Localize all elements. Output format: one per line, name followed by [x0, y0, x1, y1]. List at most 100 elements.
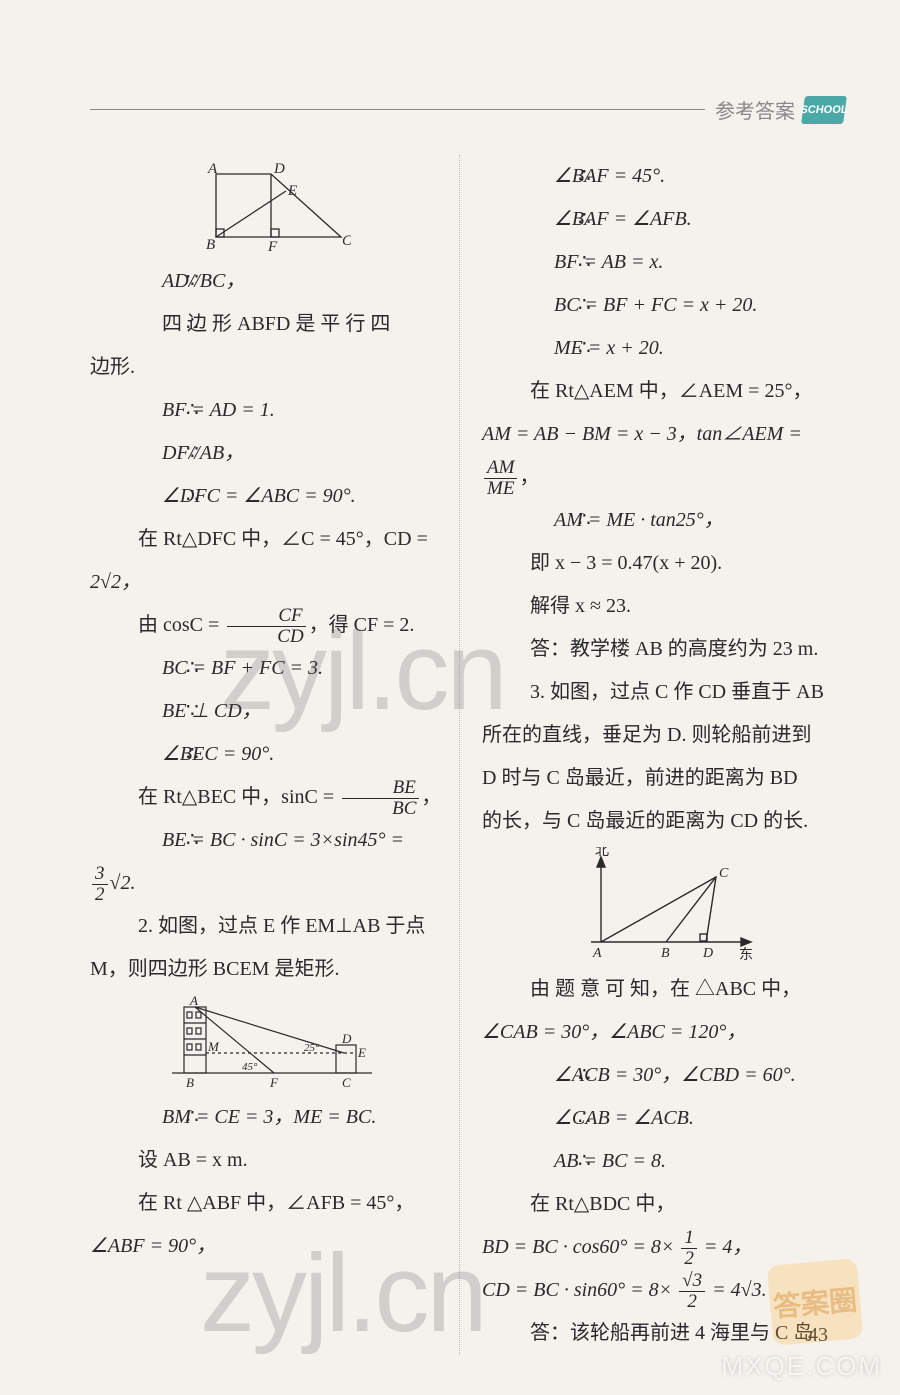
text: D 时与 C 岛最近，前进的距离为 BD	[482, 767, 798, 789]
text: 设 AB = x m.	[138, 1149, 248, 1171]
text: 在 Rt △ABF 中，∠AFB = 45°，	[138, 1192, 414, 1214]
line: 的长，与 C 岛最近的距离为 CD 的长.	[482, 800, 840, 843]
figure-1: A D E B F C	[90, 159, 447, 254]
content-columns: A D E B F C ∵AD//BC， ∴四 边 形 ABFD 是 平 行 四…	[90, 155, 840, 1355]
line: ∴BE = BC · sinC = 3×sin45° =	[90, 819, 447, 862]
fraction: 3 2	[92, 864, 108, 905]
page-header: 参考答案 SCHOOL	[90, 95, 845, 124]
lbl: E	[357, 1045, 366, 1060]
line: M，则四边形 BCEM 是矩形.	[90, 948, 447, 991]
fig1-D: D	[273, 161, 285, 177]
text: 2√2，	[90, 571, 141, 593]
text: AM = AB − BM = x − 3，tan∠AEM =	[482, 423, 802, 445]
num: CF	[227, 606, 305, 627]
line: ∴BC = BF + FC = 3.	[90, 647, 447, 690]
line: ∴AB = BC = 8.	[482, 1140, 840, 1183]
lbl: C	[342, 1075, 351, 1090]
den: BC	[341, 799, 419, 819]
text: = 4，	[699, 1236, 753, 1258]
fig1-E: E	[287, 183, 297, 199]
text: 在 Rt△AEM 中，∠AEM = 25°，	[530, 380, 812, 402]
lbl: A	[189, 995, 198, 1008]
text: M，则四边形 BCEM 是矩形.	[90, 958, 339, 980]
line: ∠CAB = 30°，∠ABC = 120°，	[482, 1011, 840, 1054]
lbl: 25°	[304, 1042, 320, 1054]
line: 在 Rt△DFC 中，∠C = 45°，CD =	[90, 518, 447, 561]
den: CD	[226, 627, 306, 647]
line: BD = BC · cos60° = 8× 1 2 = 4，	[482, 1226, 840, 1269]
text: BF = AB = x.	[554, 251, 663, 273]
lbl: A	[592, 946, 602, 961]
lbl: D	[702, 946, 713, 961]
den: 2	[92, 885, 108, 905]
text: ∠DFC = ∠ABC = 90°.	[162, 485, 356, 507]
line: ∴∠CAB = ∠ACB.	[482, 1097, 840, 1140]
line: ∵DF//AB，	[90, 432, 447, 475]
text: 所在的直线，垂足为 D. 则轮船前进到	[482, 724, 811, 746]
lbl: B	[186, 1075, 194, 1090]
text: BD = BC · cos60° = 8×	[482, 1236, 674, 1258]
line: 所在的直线，垂足为 D. 则轮船前进到	[482, 714, 840, 757]
fraction: √3 2	[679, 1271, 705, 1312]
lbl: M	[207, 1039, 220, 1054]
text: ∠ABF = 90°，	[90, 1235, 216, 1257]
den: ME	[484, 479, 517, 499]
text: BE = BC · sinC = 3×sin45° =	[162, 829, 404, 851]
badge-text: SCHOOL	[800, 104, 849, 116]
header-rule	[90, 109, 705, 110]
fig1-C: C	[342, 233, 351, 249]
text: AB = BC = 8.	[554, 1150, 666, 1172]
line: ∴BM = CE = 3，ME = BC.	[90, 1096, 447, 1139]
text: 答：教学楼 AB 的高度约为 23 m.	[530, 638, 818, 660]
lbl: D	[341, 1031, 352, 1046]
line: 解得 x ≈ 23.	[482, 585, 840, 628]
line: AM = AB − BM = x − 3，tan∠AEM = AM ME ，	[482, 413, 840, 499]
lbl: 45°	[242, 1061, 258, 1073]
num: AM	[484, 458, 517, 479]
footer-watermark: MXQE.COM	[722, 1351, 882, 1382]
line: ∴BC = BF + FC = x + 20.	[482, 284, 840, 327]
fraction: 1 2	[681, 1228, 697, 1269]
text: ，	[519, 466, 539, 488]
line: 即 x − 3 = 0.47(x + 20).	[482, 542, 840, 585]
line: ∴∠DFC = ∠ABC = 90°.	[90, 475, 447, 518]
text: BC = BF + FC = x + 20.	[554, 294, 757, 316]
text: AD//BC，	[162, 270, 245, 292]
text: ，	[421, 786, 441, 808]
text: = 4√3.	[707, 1279, 766, 1301]
line: 2. 如图，过点 E 作 EM⊥AB 于点	[90, 905, 447, 948]
num: BE	[342, 778, 419, 799]
line: ∴∠BAF = 45°.	[482, 155, 840, 198]
text: 边形.	[90, 356, 135, 378]
line: D 时与 C 岛最近，前进的距离为 BD	[482, 757, 840, 800]
text: DF//AB，	[162, 442, 244, 464]
text: 在 Rt△BDC 中，	[530, 1193, 675, 1215]
fraction: AM ME	[484, 458, 517, 499]
line: 设 AB = x m.	[90, 1139, 447, 1182]
line: ∴∠BEC = 90°.	[90, 733, 447, 776]
num: √3	[679, 1271, 705, 1292]
den: 2	[684, 1292, 700, 1312]
line: ∴BF = AB = x.	[482, 241, 840, 284]
text: CD = BC · sin60° = 8×	[482, 1279, 672, 1301]
text: 即 x − 3 = 0.47(x + 20).	[530, 552, 722, 574]
text: ∠CAB = ∠ACB.	[554, 1107, 694, 1129]
line: 在 Rt △ABF 中，∠AFB = 45°，	[90, 1182, 447, 1225]
text: BF = AD = 1.	[162, 399, 275, 421]
line: 在 Rt△BEC 中，sinC = BE BC ，	[90, 776, 447, 819]
header-title: 参考答案	[705, 95, 803, 124]
line: 答：教学楼 AB 的高度约为 23 m.	[482, 628, 840, 671]
line: ∴AM = ME · tan25°，	[482, 499, 840, 542]
text: ∠CAB = 30°，∠ABC = 120°，	[482, 1021, 746, 1043]
text: 的长，与 C 岛最近的距离为 CD 的长.	[482, 810, 808, 832]
text: ∠BAF = ∠AFB.	[554, 208, 692, 230]
text: 3. 如图，过点 C 作 CD 垂直于 AB	[530, 681, 824, 703]
line: 2√2，	[90, 561, 447, 604]
den: 2	[681, 1249, 697, 1269]
lbl: B	[661, 946, 670, 961]
line: ∴四 边 形 ABFD 是 平 行 四	[90, 303, 447, 346]
fig1-A: A	[207, 161, 218, 177]
line: ∵AD//BC，	[90, 260, 447, 303]
lbl: 东	[739, 947, 753, 962]
line: ∠ABF = 90°，	[90, 1225, 447, 1268]
